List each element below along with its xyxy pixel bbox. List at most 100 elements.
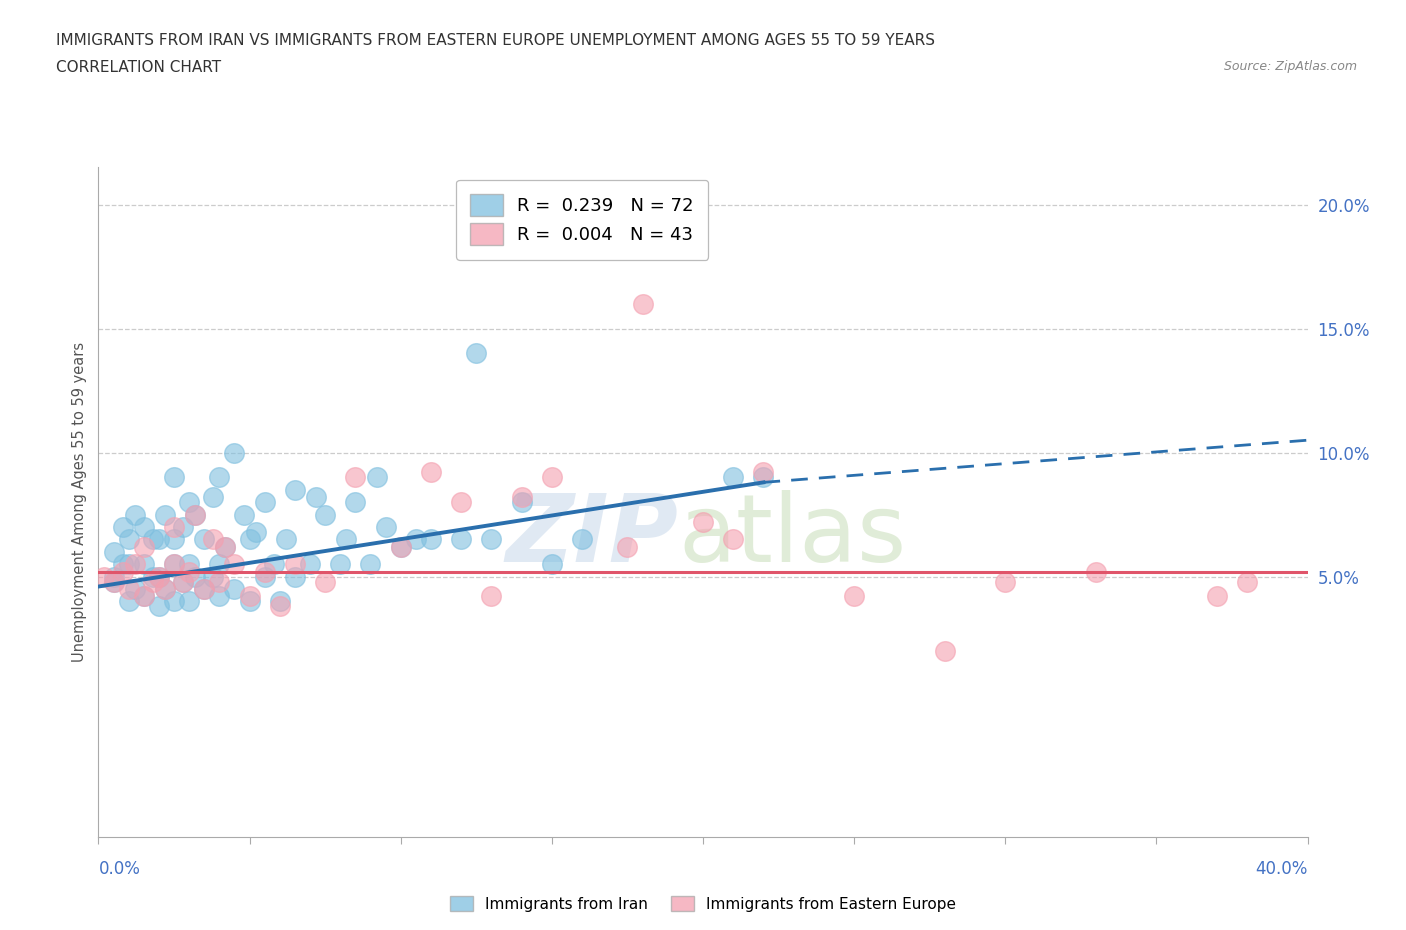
Point [450,495,472,510]
Legend: Immigrants from Iran, Immigrants from Eastern Europe: Immigrants from Iran, Immigrants from Ea… [444,889,962,918]
Point [994,574,1017,589]
Point [111,565,134,579]
Point [224,445,246,460]
Point [163,520,186,535]
Point [153,581,176,596]
Point [263,557,285,572]
Point [253,565,276,579]
Point [184,507,207,522]
Point [239,594,262,609]
Point [245,525,267,539]
Point [481,532,503,547]
Point [153,507,176,522]
Point [193,581,215,596]
Text: CORRELATION CHART: CORRELATION CHART [56,60,221,75]
Point [344,495,367,510]
Point [172,520,194,535]
Point [224,581,246,596]
Point [1236,574,1258,589]
Point [299,557,322,572]
Point [374,520,396,535]
Point [163,557,186,572]
Point [314,507,336,522]
Point [224,557,246,572]
Point [148,569,170,584]
Point [208,589,231,604]
Point [153,581,176,596]
Point [1206,589,1229,604]
Point [214,539,236,554]
Point [193,532,215,547]
Text: 0.0%: 0.0% [98,860,141,878]
Point [540,470,562,485]
Point [1085,565,1108,579]
Point [360,557,382,572]
Point [184,569,207,584]
Point [124,507,146,522]
Text: ZIP: ZIP [506,490,679,581]
Point [142,574,165,589]
Point [148,599,170,614]
Point [314,574,336,589]
Point [253,569,276,584]
Point [723,532,745,547]
Point [253,495,276,510]
Point [284,557,307,572]
Point [366,470,388,485]
Point [420,532,443,547]
Point [269,594,291,609]
Point [335,532,357,547]
Point [450,532,472,547]
Point [214,539,236,554]
Point [208,574,231,589]
Point [118,557,141,572]
Point [510,490,533,505]
Point [163,594,186,609]
Point [405,532,427,547]
Point [540,557,562,572]
Point [844,589,866,604]
Point [305,490,328,505]
Point [284,483,307,498]
Point [344,470,367,485]
Point [184,507,207,522]
Point [389,539,412,554]
Point [163,532,186,547]
Point [239,532,262,547]
Point [269,599,291,614]
Point [692,514,714,529]
Y-axis label: Unemployment Among Ages 55 to 59 years: Unemployment Among Ages 55 to 59 years [72,342,87,662]
Point [132,589,155,604]
Point [202,569,225,584]
Point [111,520,134,535]
Point [934,644,956,658]
Point [420,465,443,480]
Point [111,557,134,572]
Point [103,574,125,589]
Point [752,470,775,485]
Point [118,594,141,609]
Point [389,539,412,554]
Point [179,557,201,572]
Point [481,589,503,604]
Point [752,465,775,480]
Text: 40.0%: 40.0% [1256,860,1308,878]
Point [571,532,593,547]
Point [616,539,638,554]
Point [465,346,488,361]
Point [208,557,231,572]
Text: atlas: atlas [679,490,907,581]
Point [148,532,170,547]
Point [132,589,155,604]
Point [193,581,215,596]
Point [179,565,201,579]
Point [132,557,155,572]
Point [232,507,254,522]
Legend: R =  0.239   N = 72, R =  0.004   N = 43: R = 0.239 N = 72, R = 0.004 N = 43 [456,179,709,260]
Point [124,581,146,596]
Point [202,532,225,547]
Point [179,594,201,609]
Text: IMMIGRANTS FROM IRAN VS IMMIGRANTS FROM EASTERN EUROPE UNEMPLOYMENT AMONG AGES 5: IMMIGRANTS FROM IRAN VS IMMIGRANTS FROM … [56,33,935,47]
Text: Source: ZipAtlas.com: Source: ZipAtlas.com [1223,60,1357,73]
Point [132,520,155,535]
